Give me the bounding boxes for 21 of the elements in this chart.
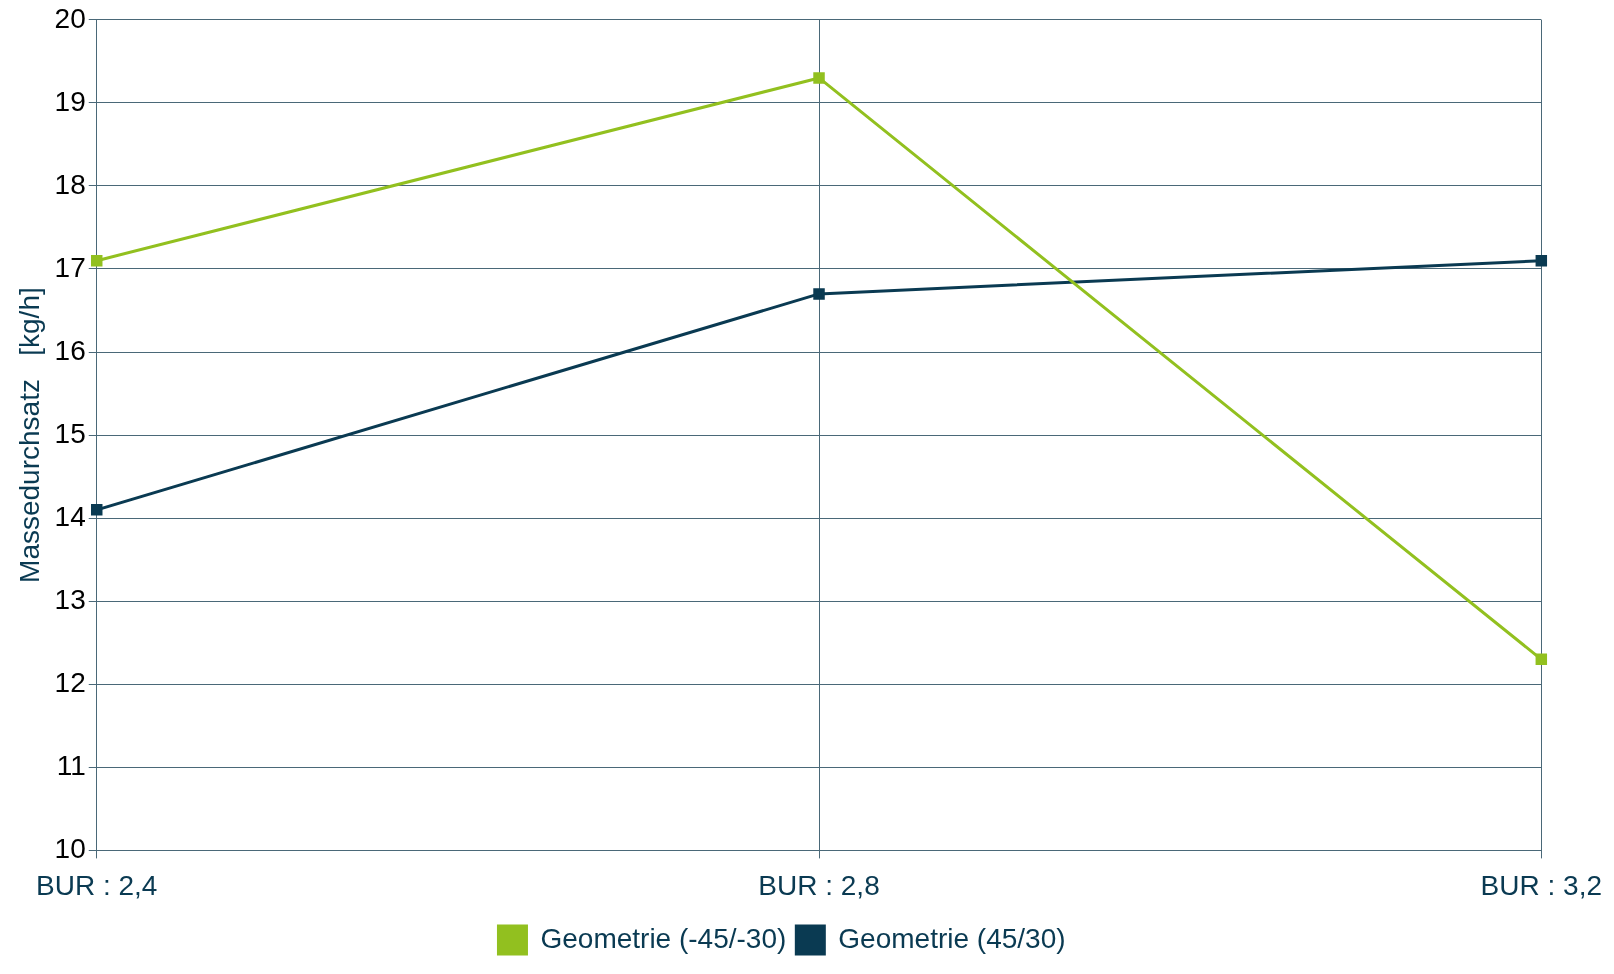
- x-tick-label: BUR : 3,2: [1480, 869, 1603, 901]
- y-tick-label: 10: [54, 833, 86, 865]
- point: [813, 288, 825, 300]
- y-tick-label: 16: [54, 334, 86, 366]
- y-axis-title: Massedurchsatz [kg/h]: [13, 287, 45, 583]
- legend-label: Geometrie (-45/-30): [540, 922, 787, 954]
- y-tick-label: 20: [54, 2, 86, 34]
- y-tick-label: 15: [54, 417, 86, 449]
- y-tick-label: 12: [54, 667, 86, 698]
- point: [813, 72, 825, 84]
- y-tick-label: 18: [54, 168, 86, 200]
- point: [1535, 254, 1548, 267]
- x-tick-label: BUR : 2,4: [36, 869, 158, 901]
- legend-label: Geometrie (45/30): [838, 922, 1066, 954]
- y-tick-label: 19: [54, 85, 86, 117]
- x-tick-label: BUR : 2,8: [758, 869, 880, 901]
- y-tick-label: 17: [54, 251, 86, 283]
- y-tick-label: 14: [54, 500, 86, 532]
- point: [1535, 653, 1548, 666]
- y-tick-label: 13: [54, 583, 86, 615]
- y-tick-label: 11: [56, 750, 86, 782]
